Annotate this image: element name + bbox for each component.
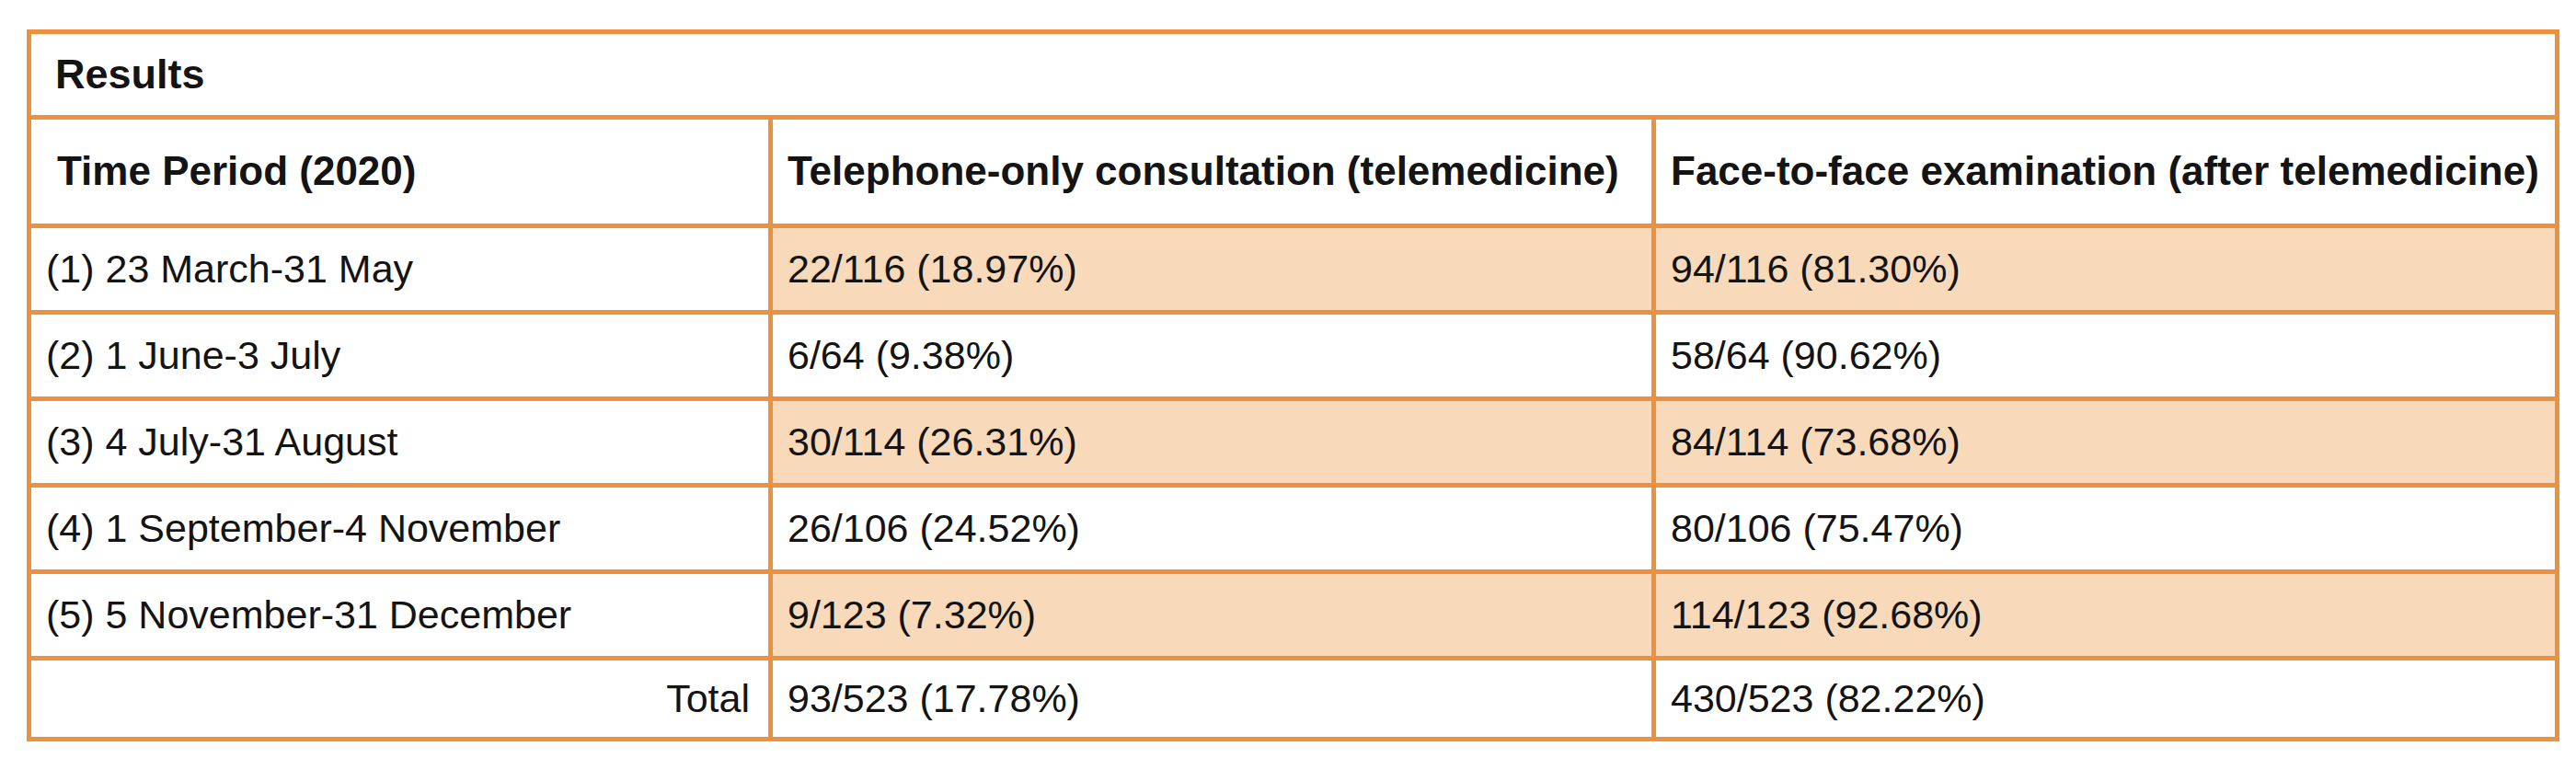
period-cell: (5) 5 November-31 December: [29, 572, 771, 659]
face-to-face-cell: 94/116 (81.30%): [1654, 226, 2558, 313]
telephone-cell: 6/64 (9.38%): [771, 313, 1654, 399]
table-row: (4) 1 September-4 November 26/106 (24.52…: [29, 486, 2558, 572]
col-header-face-to-face-examination: Face-to-face examination (after telemedi…: [1654, 118, 2558, 226]
total-telephone-cell: 93/523 (17.78%): [771, 659, 1654, 740]
period-cell: (2) 1 June-3 July: [29, 313, 771, 399]
telephone-cell: 26/106 (24.52%): [771, 486, 1654, 572]
table-row: (2) 1 June-3 July 6/64 (9.38%) 58/64 (90…: [29, 313, 2558, 399]
results-table: Results Time Period (2020) Telephone-onl…: [27, 29, 2559, 741]
results-table-container: Results Time Period (2020) Telephone-onl…: [27, 29, 2559, 741]
period-cell: (4) 1 September-4 November: [29, 486, 771, 572]
table-row: (1) 23 March-31 May 22/116 (18.97%) 94/1…: [29, 226, 2558, 313]
total-face-to-face-cell: 430/523 (82.22%): [1654, 659, 2558, 740]
table-header-row: Time Period (2020) Telephone-only consul…: [29, 118, 2558, 226]
telephone-cell: 22/116 (18.97%): [771, 226, 1654, 313]
total-label: Total: [29, 659, 771, 740]
col-header-telephone-consultation: Telephone-only consultation (telemedicin…: [771, 118, 1654, 226]
page: Results Time Period (2020) Telephone-onl…: [0, 0, 2576, 758]
table-row: (5) 5 November-31 December 9/123 (7.32%)…: [29, 572, 2558, 659]
face-to-face-cell: 114/123 (92.68%): [1654, 572, 2558, 659]
face-to-face-cell: 84/114 (73.68%): [1654, 399, 2558, 486]
face-to-face-cell: 58/64 (90.62%): [1654, 313, 2558, 399]
period-cell: (1) 23 March-31 May: [29, 226, 771, 313]
table-row: (3) 4 July-31 August 30/114 (26.31%) 84/…: [29, 399, 2558, 486]
period-cell: (3) 4 July-31 August: [29, 399, 771, 486]
face-to-face-cell: 80/106 (75.47%): [1654, 486, 2558, 572]
table-total-row: Total 93/523 (17.78%) 430/523 (82.22%): [29, 659, 2558, 740]
table-title: Results: [29, 32, 2558, 118]
col-header-time-period: Time Period (2020): [29, 118, 771, 226]
telephone-cell: 30/114 (26.31%): [771, 399, 1654, 486]
telephone-cell: 9/123 (7.32%): [771, 572, 1654, 659]
table-title-row: Results: [29, 32, 2558, 118]
